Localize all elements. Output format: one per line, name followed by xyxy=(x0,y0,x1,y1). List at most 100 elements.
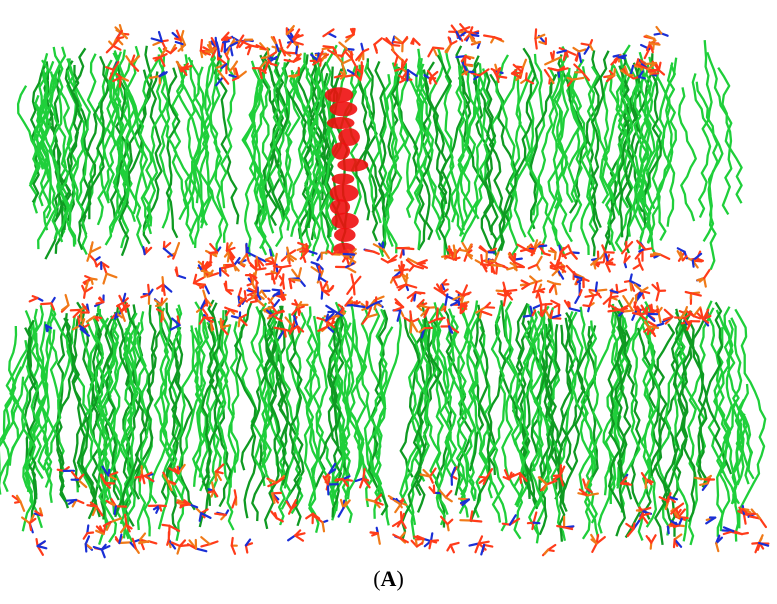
headgroup xyxy=(506,261,526,271)
headgroup xyxy=(749,513,768,529)
lipid-tail xyxy=(443,315,466,515)
headgroup xyxy=(363,248,380,255)
headgroup xyxy=(423,532,440,550)
headgroup xyxy=(175,60,193,77)
lipid-tail xyxy=(597,304,649,534)
lipid-tail xyxy=(559,325,597,507)
headgroup xyxy=(637,59,649,71)
lipid-tail xyxy=(176,54,202,221)
headgroup xyxy=(645,39,661,54)
headgroup xyxy=(246,281,258,300)
headgroup xyxy=(452,284,472,301)
lipid-tail xyxy=(0,325,18,444)
headgroup xyxy=(510,68,522,79)
lipid-tail xyxy=(677,87,697,222)
headgroup xyxy=(86,241,102,262)
headgroup xyxy=(105,37,122,54)
headgroup xyxy=(532,293,553,317)
headgroup xyxy=(633,291,644,309)
headgroup xyxy=(609,283,628,294)
headgroup xyxy=(309,50,324,63)
lipid-tail xyxy=(173,327,207,504)
headgroup xyxy=(104,60,120,80)
headgroup xyxy=(403,310,420,334)
lipid-tail xyxy=(623,329,642,539)
headgroup xyxy=(228,67,247,82)
lipid-tail xyxy=(697,301,724,488)
headgroup xyxy=(400,68,418,82)
headgroup xyxy=(248,259,267,277)
headgroup xyxy=(389,271,401,287)
headgroup xyxy=(226,38,239,57)
lipid-tail xyxy=(654,312,692,546)
headgroup xyxy=(325,304,344,317)
headgroup xyxy=(200,536,219,548)
headgroup xyxy=(455,54,475,66)
lipid-tail xyxy=(555,57,574,204)
headgroup xyxy=(305,512,321,525)
headgroup xyxy=(138,540,158,545)
headgroup xyxy=(271,288,286,302)
headgroup xyxy=(556,515,575,531)
headgroup xyxy=(251,60,267,80)
headgroup xyxy=(448,24,464,42)
headgroup xyxy=(39,296,56,311)
headgroup xyxy=(537,476,558,492)
headgroup xyxy=(392,531,409,544)
lipid-tail xyxy=(515,302,540,506)
lipid-tail xyxy=(382,74,398,254)
lipid-tail xyxy=(198,310,228,528)
headgroup xyxy=(334,475,353,487)
lipid-tail xyxy=(494,73,540,244)
lipid-tail xyxy=(80,312,104,520)
headgroup xyxy=(215,69,230,87)
headgroup xyxy=(620,473,633,486)
headgroup xyxy=(326,249,341,256)
figure-caption: (A) xyxy=(0,566,777,592)
headgroup xyxy=(195,507,212,522)
headgroup xyxy=(478,468,494,485)
headgroup xyxy=(238,38,254,49)
headgroup xyxy=(530,241,548,257)
headgroup xyxy=(337,498,351,518)
lipid-tail xyxy=(201,299,216,506)
headgroup xyxy=(286,246,297,265)
lipid-tail xyxy=(560,312,574,472)
headgroup xyxy=(342,248,356,266)
caption-close-paren: ) xyxy=(396,566,404,591)
headgroup xyxy=(661,308,674,325)
headgroup xyxy=(207,36,219,58)
headgroup xyxy=(372,241,390,260)
lipid-tail xyxy=(413,69,428,250)
headgroup xyxy=(153,297,168,308)
headgroup xyxy=(361,306,378,325)
lipid-tail xyxy=(695,81,719,242)
lipid-tail xyxy=(342,301,363,500)
lipid-tail xyxy=(691,73,724,271)
headgroup xyxy=(321,45,338,55)
lipid-tail xyxy=(422,69,452,218)
lipid-tail xyxy=(624,62,643,254)
headgroup xyxy=(142,246,153,256)
headgroup xyxy=(230,311,248,328)
headgroup xyxy=(407,257,428,269)
lipid-tail xyxy=(370,326,394,503)
headgroup xyxy=(648,303,660,314)
headgroup xyxy=(418,326,434,339)
lipid-tail xyxy=(180,63,210,210)
lipid-tail xyxy=(98,59,115,201)
lipid-tail xyxy=(640,325,660,496)
lipid-tail xyxy=(272,62,300,237)
headgroup xyxy=(463,243,474,262)
headgroup xyxy=(197,260,213,275)
headgroup xyxy=(240,40,259,56)
headgroup xyxy=(653,25,669,37)
lipid-tail xyxy=(209,60,229,243)
headgroup xyxy=(406,291,426,303)
headgroup xyxy=(285,499,298,515)
headgroup xyxy=(461,61,475,76)
headgroup xyxy=(480,259,503,275)
lipid-tail xyxy=(66,70,86,247)
lipid-tail xyxy=(428,48,465,231)
headgroup xyxy=(299,243,318,260)
